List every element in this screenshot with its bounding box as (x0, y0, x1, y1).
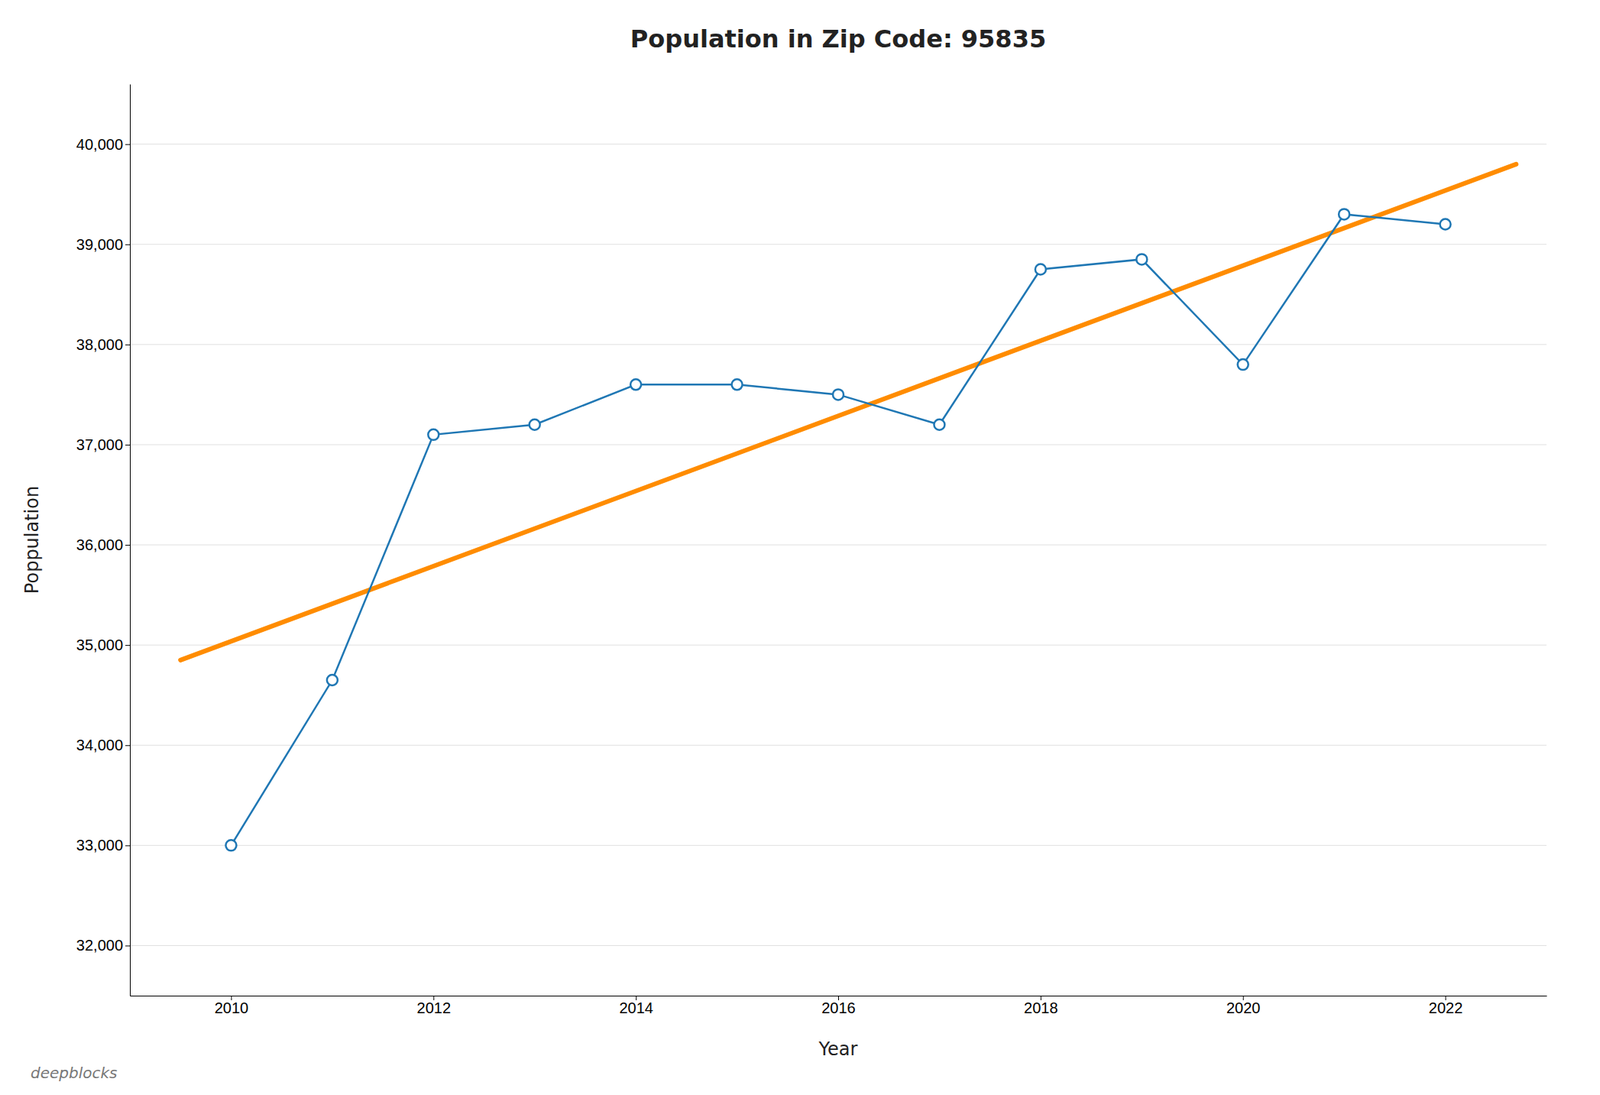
tick-mark (125, 744, 130, 746)
tick-label: 2010 (214, 999, 250, 1017)
axis-line (129, 84, 131, 997)
tick-label: 33,000 (76, 836, 124, 854)
tick-mark (125, 144, 130, 146)
y-axis: 32,000 33,000 34,000 35,000 36,000 37,000 38,0… (76, 84, 131, 997)
grid-line (129, 343, 1547, 345)
data-point (832, 388, 844, 400)
grid-line (129, 945, 1547, 946)
annotation: deepblocks (30, 1063, 118, 1082)
tick: 37,000 (76, 436, 130, 454)
tick: 2022 (1428, 995, 1464, 1017)
plot-area: 2010 2012 2014 2016 2018 2020 2022 32,000 33,000… (76, 84, 1548, 1018)
grid-line (129, 744, 1547, 746)
data-point (1136, 253, 1147, 265)
y-axis-title: Poppulation (21, 485, 43, 594)
tick-mark (125, 544, 130, 546)
tick-label: 37,000 (76, 436, 124, 454)
grid (129, 144, 1547, 946)
grid-line (129, 443, 1547, 445)
tick: 2020 (1226, 995, 1261, 1017)
tick: 33,000 (76, 836, 130, 854)
x-axis: 2010 2012 2014 2016 2018 2020 2022 (130, 995, 1548, 1017)
grid-line (129, 243, 1547, 245)
x-axis-title: Year (818, 1038, 859, 1060)
tick-mark (125, 344, 130, 346)
data-point (225, 839, 237, 851)
tick-label: 2014 (618, 999, 654, 1017)
data-point (427, 429, 439, 441)
chart: 2010 2012 2014 2016 2018 2020 2022 32,000 33,000… (0, 0, 1600, 1095)
tick-mark (125, 644, 130, 646)
tick-label: 2018 (1023, 999, 1059, 1017)
tick-label: 39,000 (76, 236, 124, 253)
grid-line (129, 845, 1547, 846)
tick: 38,000 (76, 336, 130, 354)
tick: 2012 (417, 995, 452, 1017)
tick: 40,000 (76, 136, 130, 153)
tick-label: 2020 (1226, 999, 1261, 1017)
tick: 34,000 (76, 736, 130, 754)
tick: 2010 (214, 995, 250, 1017)
tick: 2018 (1023, 995, 1059, 1017)
series-line (230, 213, 1445, 846)
tick-mark (125, 945, 130, 946)
tick: 2016 (821, 995, 856, 1017)
tick-mark (125, 244, 130, 246)
tick-label: 40,000 (76, 136, 124, 153)
tick-label: 35,000 (76, 636, 124, 654)
tick-label: 2012 (417, 999, 452, 1017)
data-point (1237, 359, 1249, 370)
grid-line (129, 644, 1547, 646)
data-point (1035, 264, 1047, 276)
tick: 39,000 (76, 236, 130, 253)
tick: 32,000 (76, 936, 130, 954)
tick: 35,000 (76, 636, 130, 654)
data-point (1440, 219, 1452, 230)
title: Population in Zip Code: 95835 (630, 24, 1047, 54)
tick-label: 2022 (1428, 999, 1464, 1017)
tick-label: 36,000 (76, 536, 124, 554)
data-point (327, 674, 338, 686)
data-point (933, 419, 945, 431)
tick-mark (125, 845, 130, 846)
tick: 36,000 (76, 536, 130, 554)
marks (180, 164, 1516, 851)
data-point (630, 378, 642, 390)
tick-mark (125, 444, 130, 446)
grid-line (129, 143, 1547, 145)
tick-label: 34,000 (76, 736, 124, 754)
tick-label: 32,000 (76, 936, 124, 954)
tick: 2014 (618, 995, 654, 1017)
tick-label: 2016 (821, 999, 856, 1017)
data-point (1338, 208, 1350, 220)
series-line (180, 164, 1516, 661)
grid-line (129, 544, 1547, 546)
data-point (529, 419, 541, 431)
data-point (731, 378, 743, 390)
tick-label: 38,000 (76, 336, 124, 354)
